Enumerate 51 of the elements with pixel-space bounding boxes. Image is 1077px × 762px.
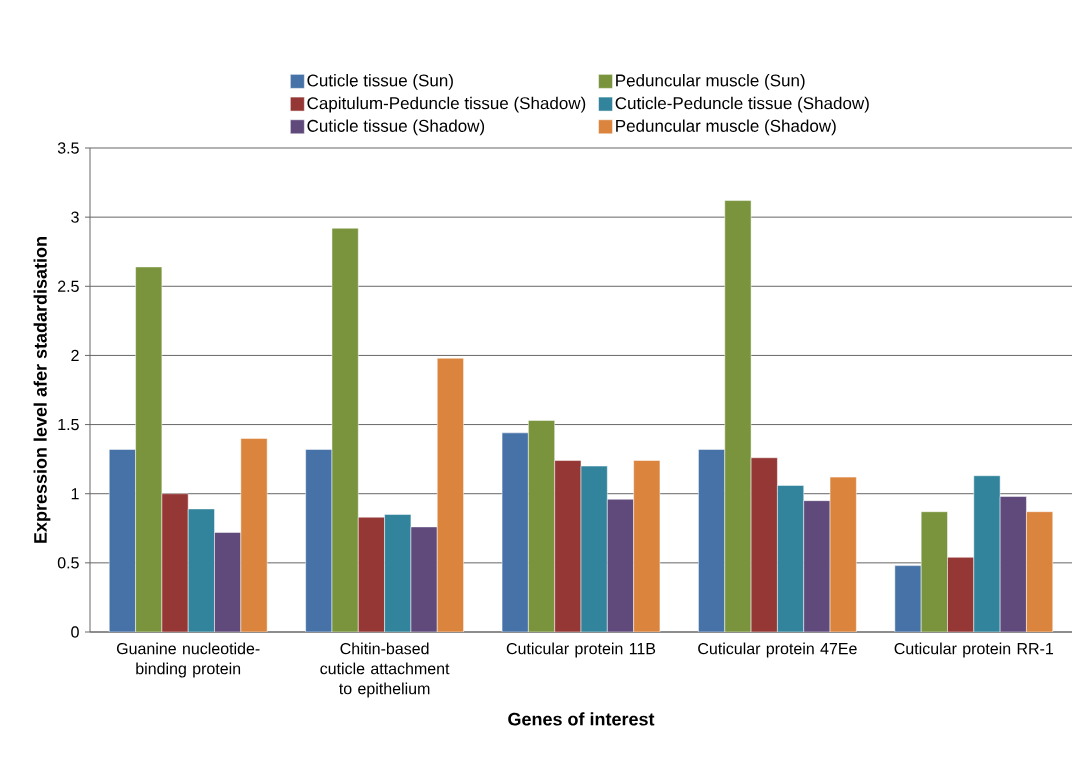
bar (894, 565, 922, 632)
x-axis-title: Genes of interest (508, 712, 655, 726)
bar (830, 477, 857, 632)
y-tick-label: 1.5 (58, 418, 79, 431)
x-tick-label: Cuticular protein RR-1 (894, 642, 1054, 658)
bar (777, 485, 804, 632)
y-tick-label: 3 (71, 211, 79, 223)
bar (358, 517, 385, 632)
y-tick-label: 2.5 (58, 280, 79, 292)
y-axis-title: Expression level afer stadardisation (33, 237, 51, 543)
legend-label: Cuticle tissue (Shadow) (307, 119, 485, 136)
legend-label: Cuticle-Peduncle tissue (Shadow) (615, 96, 869, 113)
bar (803, 500, 831, 632)
x-tick-label: Chitin-based cuticle attachment to epithelium (320, 642, 450, 698)
bar (751, 457, 778, 632)
bar (109, 449, 136, 632)
legend-label: Peduncular muscle (Sun) (616, 74, 805, 90)
bar (214, 532, 241, 632)
legend-label: Capitulum-Peduncle tissue (Shadow) (307, 96, 586, 113)
bar (581, 466, 608, 632)
bar (973, 475, 1001, 632)
bar (437, 358, 464, 632)
bar (947, 557, 975, 632)
bar (607, 499, 634, 632)
bar (920, 511, 948, 632)
bar (188, 508, 215, 632)
bar (528, 420, 555, 632)
bar (305, 449, 332, 632)
y-tick-label: 0.5 (57, 557, 79, 569)
bar (1026, 511, 1054, 632)
legend-label: Peduncular muscle (Shadow) (616, 119, 836, 136)
y-tick-label: 3.5 (57, 142, 79, 154)
bar (633, 460, 660, 632)
bar (161, 493, 189, 632)
bar (135, 266, 162, 632)
x-tick-label: Cuticular protein 47Ee (698, 642, 857, 658)
x-tick-label: Guanine nucleotide-binding protein (116, 642, 260, 678)
bar (502, 432, 529, 632)
y-tick-label: 1 (71, 488, 79, 500)
bar (999, 496, 1027, 632)
bar (331, 228, 359, 632)
x-tick-label: Cuticular protein 11B (506, 642, 656, 658)
bar (384, 514, 411, 632)
bar (554, 460, 581, 632)
bar (724, 200, 752, 632)
bar (410, 526, 438, 632)
legend-label: Cuticle tissue (Sun) (307, 74, 453, 90)
y-tick-label: 2 (71, 349, 79, 362)
bar (698, 449, 725, 632)
y-tick-label: 0 (71, 626, 79, 638)
bar (240, 438, 268, 632)
